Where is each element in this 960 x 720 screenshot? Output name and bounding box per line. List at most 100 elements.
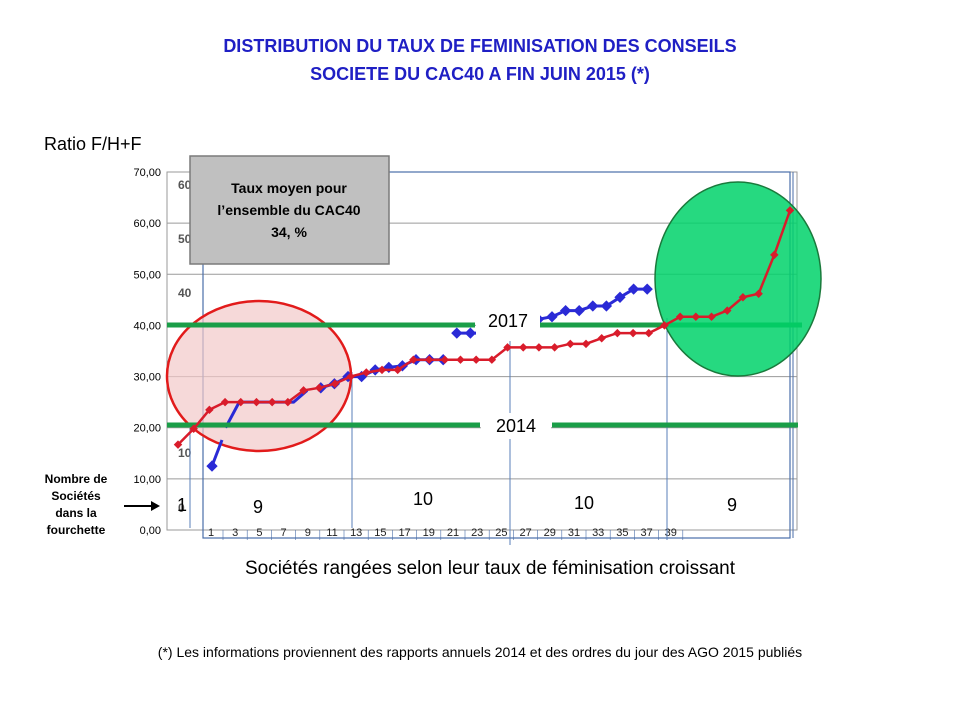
series-2014-point (600, 300, 613, 312)
series-2015-point (424, 355, 434, 364)
range-count: 9 (253, 497, 263, 517)
series-2015-point (189, 424, 198, 433)
series-2015-point (644, 328, 654, 338)
series-2015-point (660, 321, 669, 330)
ghost-tick-label: 60 (178, 178, 192, 192)
chart-title-line1: DISTRIBUTION DU TAUX DE FEMINISATION DES… (223, 36, 737, 56)
series-2015-point (377, 365, 387, 375)
series-2015-point (267, 397, 277, 407)
series-2015-point (362, 368, 371, 377)
series-2015-line (177, 209, 792, 446)
series-2015-point (597, 333, 606, 343)
average-callout-line: l’ensemble du CAC40 (217, 202, 360, 218)
series-2015-point (691, 312, 701, 321)
series-2015-point (754, 289, 763, 298)
count-arrow-head (151, 501, 160, 511)
series-2015-point (707, 312, 716, 321)
chart-title-line2: SOCIETE DU CAC40 A FIN JUIN 2015 (*) (310, 64, 650, 84)
x-tick-label: 27 (519, 527, 531, 539)
high-ratio-zone-circle (654, 181, 822, 377)
y-axis-title: Ratio F/H+F (44, 134, 142, 154)
series-2015-point (220, 397, 230, 407)
x-tick-label: 37 (640, 527, 652, 539)
series-2014-point (641, 283, 653, 295)
series-2015-point (393, 365, 402, 375)
threshold-2014-label: 2014 (496, 416, 536, 436)
company-count-label-line: dans la (55, 506, 97, 520)
series-2015-point (738, 293, 748, 302)
ghost-tick-label: 0 (178, 501, 185, 515)
series-2015-point (283, 397, 293, 407)
series-2015-point (722, 306, 732, 315)
series-2015-point (581, 339, 591, 349)
x-tick-label: 33 (592, 527, 604, 539)
x-tick-label: 39 (665, 527, 677, 539)
series-2015-point (299, 386, 308, 395)
threshold-2014-label-bg (481, 413, 551, 439)
series-2015-point (205, 405, 214, 415)
y-tick-label: 10,00 (133, 474, 161, 486)
series-2015-point (518, 343, 528, 352)
y-tick-label: 70,00 (133, 167, 161, 179)
x-tick-label: 31 (568, 527, 580, 539)
range-count: 1 (177, 495, 187, 515)
series-2014-point (614, 291, 626, 303)
chart-title: DISTRIBUTION DU TAUX DE FEMINISATION DES… (0, 32, 960, 88)
series-2015-point (314, 383, 324, 393)
ghost-tick-label: 50 (178, 232, 192, 246)
x-tick-label: 19 (423, 527, 435, 539)
series-2015-point (566, 339, 575, 349)
range-count: 10 (574, 493, 594, 513)
company-count-label-line: Nombre de (44, 472, 108, 486)
x-tick-label: 15 (374, 527, 386, 539)
series-2015-point (440, 355, 450, 364)
company-count-label-line: Sociétés (51, 489, 101, 503)
y-tick-label: 50,00 (133, 269, 161, 281)
company-count-label: Nombre de Sociétés dans la fourchette (30, 471, 122, 539)
series-2015-point (487, 355, 497, 364)
series-2015-point (456, 355, 465, 364)
x-tick-label: 35 (616, 527, 628, 539)
series-2014-line (524, 287, 648, 327)
range-count: 10 (413, 489, 433, 509)
series-2014-point (206, 460, 218, 472)
series-2014-point (464, 327, 477, 339)
series-2014-point (627, 283, 640, 295)
x-tick-label: 25 (495, 527, 507, 539)
series-2015-point (471, 355, 481, 364)
average-callout-box (189, 155, 390, 265)
footnote: (*) Les informations proviennent des rap… (157, 644, 803, 660)
average-callout-line: Taux moyen pour (231, 180, 347, 196)
x-tick-label: 3 (232, 527, 238, 539)
y-tick-label: 40,00 (133, 320, 161, 332)
threshold-2017-label: 2017 (488, 311, 528, 331)
x-tick-label: 7 (281, 527, 287, 539)
x-tick-label: 21 (447, 527, 459, 539)
series-2015-point (503, 343, 512, 352)
x-tick-label: 5 (256, 527, 262, 539)
average-callout-line: 34, % (271, 224, 307, 240)
x-tick-label: 9 (305, 527, 311, 539)
company-count-label-line: fourchette (46, 523, 106, 537)
x-tick-label: 11 (326, 527, 337, 539)
series-2015-point (613, 328, 622, 338)
y-tick-label: 30,00 (133, 372, 161, 384)
x-tick-label: 13 (350, 527, 362, 539)
range-count: 9 (727, 495, 737, 515)
ghost-tick-label: 40 (178, 286, 192, 300)
series-2014-point (573, 304, 585, 317)
ghost-tick-label: 10 (178, 446, 192, 460)
series-2015-point (409, 355, 418, 364)
series-2014-point (587, 300, 599, 312)
series-2015-point (675, 312, 685, 321)
x-axis-title: Sociétés rangées selon leur taux de fémi… (244, 558, 736, 579)
y-tick-label: 0,00 (140, 525, 161, 537)
x-tick-label: 29 (544, 527, 556, 539)
series-2014-point (451, 327, 463, 339)
series-2015-point (346, 372, 355, 381)
series-2014-point (559, 304, 572, 317)
threshold-2017-label-bg (476, 309, 540, 341)
series-2015-point (330, 379, 340, 388)
x-tick-label: 17 (398, 527, 410, 539)
